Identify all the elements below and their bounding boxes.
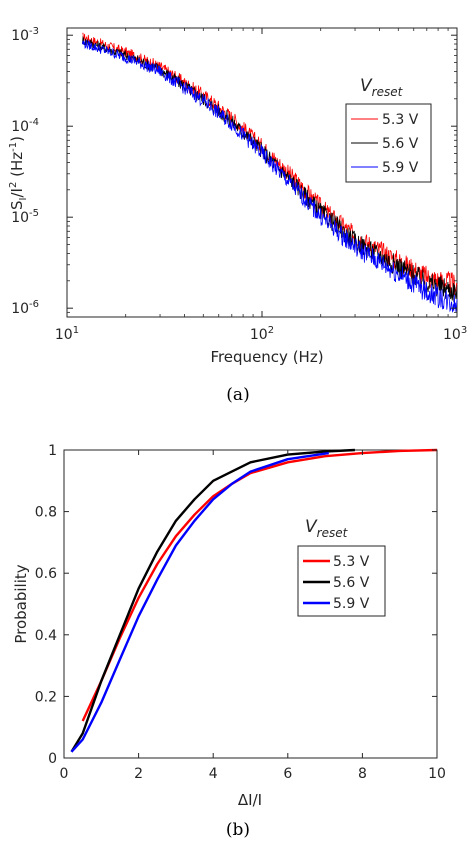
plot-b-y-tick-label: 0.6 <box>35 566 57 582</box>
plot-a-legend-label: 5.3 V <box>382 112 419 128</box>
plot-b-y-tick-label: 1 <box>48 443 57 459</box>
plot-a-x-tick-label: 101 <box>55 325 79 343</box>
plot-b-y-tick-label: 0.4 <box>35 628 57 644</box>
plot-a-x-tick-label: 102 <box>250 325 274 343</box>
plot-a-ticks-group: 101 102 103 10-3 10-4 10-5 10-6 <box>11 26 467 343</box>
plot-b-x-tick-label: 8 <box>358 766 367 782</box>
plot-b-xlabel: ΔI/I <box>238 791 262 809</box>
plot-b-ticks-group: 0 2 4 6 8 10 0 0.2 0.4 0.6 0.8 1 <box>35 443 446 782</box>
panel-b: 0 2 4 6 8 10 0 0.2 0.4 0.6 0.8 1 ΔI/I Probability V… <box>12 443 446 809</box>
plot-b-series-line <box>81 448 438 722</box>
plot-a-series-line <box>82 35 458 303</box>
plot-a-ylabel: SI/I2 (Hz-1) <box>8 136 29 210</box>
caption-b: (b) <box>226 820 250 840</box>
plot-a-legend-entries: 5.3 V 5.6 V 5.9 V <box>351 112 419 176</box>
plot-b-legend-entries: 5.3 V 5.6 V 5.9 V <box>303 554 370 612</box>
caption-a: (a) <box>226 385 249 405</box>
plot-b-legend-label: 5.3 V <box>333 554 370 570</box>
plot-a-x-tick-label: 103 <box>443 325 467 343</box>
plot-b-series-line <box>70 448 355 753</box>
plot-b-series-line <box>70 451 329 753</box>
plot-a-legend-title: Vreset <box>360 76 404 99</box>
plot-b-legend-label: 5.9 V <box>333 596 370 612</box>
plot-b-y-tick-label: 0.2 <box>35 689 57 705</box>
panel-a: 101 102 103 10-3 10-4 10-5 10-6 Frequency (Hz)… <box>8 26 467 366</box>
plot-a-xlabel: Frequency (Hz) <box>210 348 323 366</box>
plot-b-y-tick-label: 0.8 <box>35 505 57 521</box>
plot-b-ylabel: Probability <box>12 564 30 643</box>
plot-a-legend-label: 5.9 V <box>382 160 419 176</box>
plot-a-y-tick-label: 10-3 <box>11 26 39 44</box>
plot-b-y-tick-label: 0 <box>48 751 57 767</box>
plot-a-legend-label: 5.6 V <box>382 136 419 152</box>
plot-a-y-tick-label: 10-5 <box>11 208 39 226</box>
plot-b-x-tick-label: 10 <box>428 766 446 782</box>
plot-a-y-tick-label: 10-4 <box>11 117 39 135</box>
plot-b-x-tick-label: 0 <box>60 766 69 782</box>
plot-a-series-group <box>82 32 458 313</box>
plot-b-legend-label: 5.6 V <box>333 575 370 591</box>
plot-b-legend-title: Vreset <box>305 517 349 540</box>
plot-b-x-tick-label: 4 <box>209 766 218 782</box>
plot-b-x-tick-label: 6 <box>283 766 292 782</box>
plot-b-x-tick-label: 2 <box>134 766 143 782</box>
plot-a-y-tick-label: 10-6 <box>11 299 39 317</box>
plot-b-series-group <box>70 448 438 753</box>
plot-a-series-line <box>82 39 458 313</box>
